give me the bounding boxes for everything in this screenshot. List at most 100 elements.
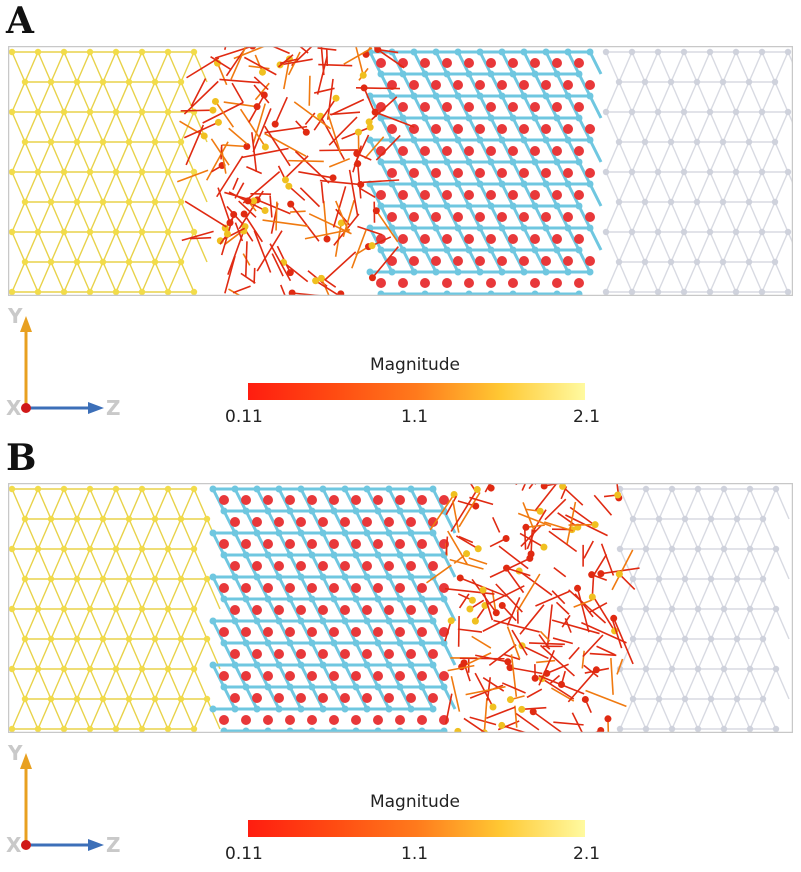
oxide-lattice-oxygen-atom: [442, 234, 452, 244]
substrate-lattice-bond: [736, 202, 749, 232]
metal-lattice-bond: [38, 609, 51, 639]
oxide-lattice-metal-atom: [320, 662, 327, 669]
substrate-lattice-atom: [630, 576, 636, 582]
metal-lattice-bond: [142, 142, 155, 172]
interface-displacement-vector: [493, 517, 500, 532]
oxide-lattice-oxygen-atom: [362, 561, 372, 571]
substrate-lattice-atom: [772, 259, 778, 265]
oxide-lattice-metal-atom: [477, 93, 484, 100]
metal-lattice-atom: [61, 169, 67, 175]
oxide-lattice-oxygen-atom: [296, 693, 306, 703]
metal-lattice-bond: [25, 202, 38, 232]
metal-lattice-atom: [126, 696, 132, 702]
oxide-lattice-metal-atom: [510, 159, 517, 166]
metal-lattice-bond: [38, 82, 51, 112]
oxide-lattice-oxygen-atom: [497, 256, 507, 266]
metal-lattice-bond: [129, 609, 142, 639]
oxide-lattice-oxygen-atom: [373, 715, 383, 725]
oxide-lattice-metal-atom: [378, 159, 385, 166]
metal-lattice-bond: [155, 519, 168, 549]
substrate-lattice-bond: [711, 489, 724, 519]
metal-lattice-atom: [61, 289, 67, 295]
oxide-lattice-oxygen-atom: [296, 649, 306, 659]
oxide-lattice-metal-atom: [499, 225, 506, 232]
substrate-lattice-bond: [723, 142, 736, 172]
metal-lattice-bond: [116, 639, 129, 669]
substrate-lattice-atom: [643, 486, 649, 492]
substrate-lattice-atom: [707, 49, 713, 55]
oxide-lattice-oxygen-atom: [395, 715, 405, 725]
oxide-lattice-oxygen-atom: [464, 102, 474, 112]
oxide-lattice-metal-atom: [353, 596, 360, 603]
substrate-lattice-bond: [659, 489, 672, 519]
oxide-lattice-metal-atom: [543, 269, 550, 276]
metal-lattice-atom: [100, 576, 106, 582]
metal-lattice-bond: [155, 579, 168, 609]
substrate-lattice-bond: [672, 699, 685, 729]
oxide-lattice-oxygen-atom: [574, 278, 584, 288]
substrate-lattice-bond: [697, 142, 710, 172]
interface-atom: [209, 107, 216, 114]
metal-lattice-atom: [126, 576, 132, 582]
interface-displacement-vector: [325, 252, 356, 280]
oxide-lattice-metal-atom: [243, 596, 250, 603]
metal-lattice-atom: [152, 259, 158, 265]
metal-lattice-bond: [38, 112, 51, 142]
substrate-lattice-bond: [737, 549, 750, 579]
colorbar-min-label: 0.11: [225, 407, 263, 427]
substrate-lattice-bond: [632, 262, 645, 292]
metal-lattice-atom: [87, 169, 93, 175]
metal-lattice-bond: [51, 699, 64, 729]
oxide-lattice-oxygen-atom: [563, 212, 573, 222]
metal-lattice-bond: [25, 579, 38, 609]
metal-lattice-bond: [25, 549, 38, 579]
metal-lattice-bond: [38, 579, 51, 609]
interface-displacement-vector: [318, 65, 352, 66]
substrate-lattice-bond: [763, 489, 776, 519]
metal-lattice-bond: [168, 489, 181, 519]
metal-lattice-atom: [35, 169, 41, 175]
substrate-lattice-bond: [710, 172, 723, 202]
metal-lattice-bond: [168, 639, 181, 669]
oxide-lattice-oxygen-atom: [340, 693, 350, 703]
oxide-lattice-oxygen-atom: [497, 124, 507, 134]
oxide-lattice-metal-atom: [510, 71, 517, 78]
substrate-lattice-bond: [658, 82, 671, 112]
metal-lattice-bond: [51, 639, 64, 669]
substrate-lattice-bond: [723, 232, 736, 262]
interface-atom: [272, 121, 279, 128]
metal-lattice-bond: [155, 669, 168, 699]
substrate-lattice-bond: [671, 232, 684, 262]
metal-lattice-bond: [103, 52, 116, 82]
oxide-lattice-oxygen-atom: [362, 693, 372, 703]
substrate-lattice-bond: [645, 52, 658, 82]
oxide-lattice-bond: [444, 643, 455, 665]
oxide-lattice-metal-atom: [309, 552, 316, 559]
metal-lattice-bond: [116, 669, 129, 699]
y-axis-label: Y: [8, 304, 22, 328]
oxide-lattice-metal-atom: [419, 684, 426, 691]
oxide-lattice-metal-atom: [411, 225, 418, 232]
interface-atom: [592, 521, 599, 528]
metal-lattice-atom: [87, 666, 93, 672]
substrate-lattice-bond: [736, 172, 749, 202]
substrate-lattice-atom: [681, 49, 687, 55]
interface-displacement-vector: [529, 643, 565, 644]
substrate-lattice-bond: [620, 699, 633, 729]
oxide-lattice-metal-atom: [455, 137, 462, 144]
metal-lattice-bond: [12, 489, 25, 519]
substrate-lattice-atom: [668, 199, 674, 205]
interface-displacement-vector: [211, 57, 232, 70]
substrate-lattice-bond: [633, 669, 646, 699]
interface-atom: [499, 602, 506, 609]
substrate-lattice-bond: [762, 82, 775, 112]
metal-lattice-atom: [100, 79, 106, 85]
interface-atom: [589, 594, 596, 601]
oxide-lattice-oxygen-atom: [219, 539, 229, 549]
interface-atom: [355, 129, 362, 136]
metal-lattice-bond: [116, 232, 129, 262]
interface-displacement-vector: [354, 46, 363, 75]
metal-lattice-atom: [126, 139, 132, 145]
metal-lattice-bond: [181, 232, 194, 262]
metal-lattice-bond: [12, 202, 25, 232]
